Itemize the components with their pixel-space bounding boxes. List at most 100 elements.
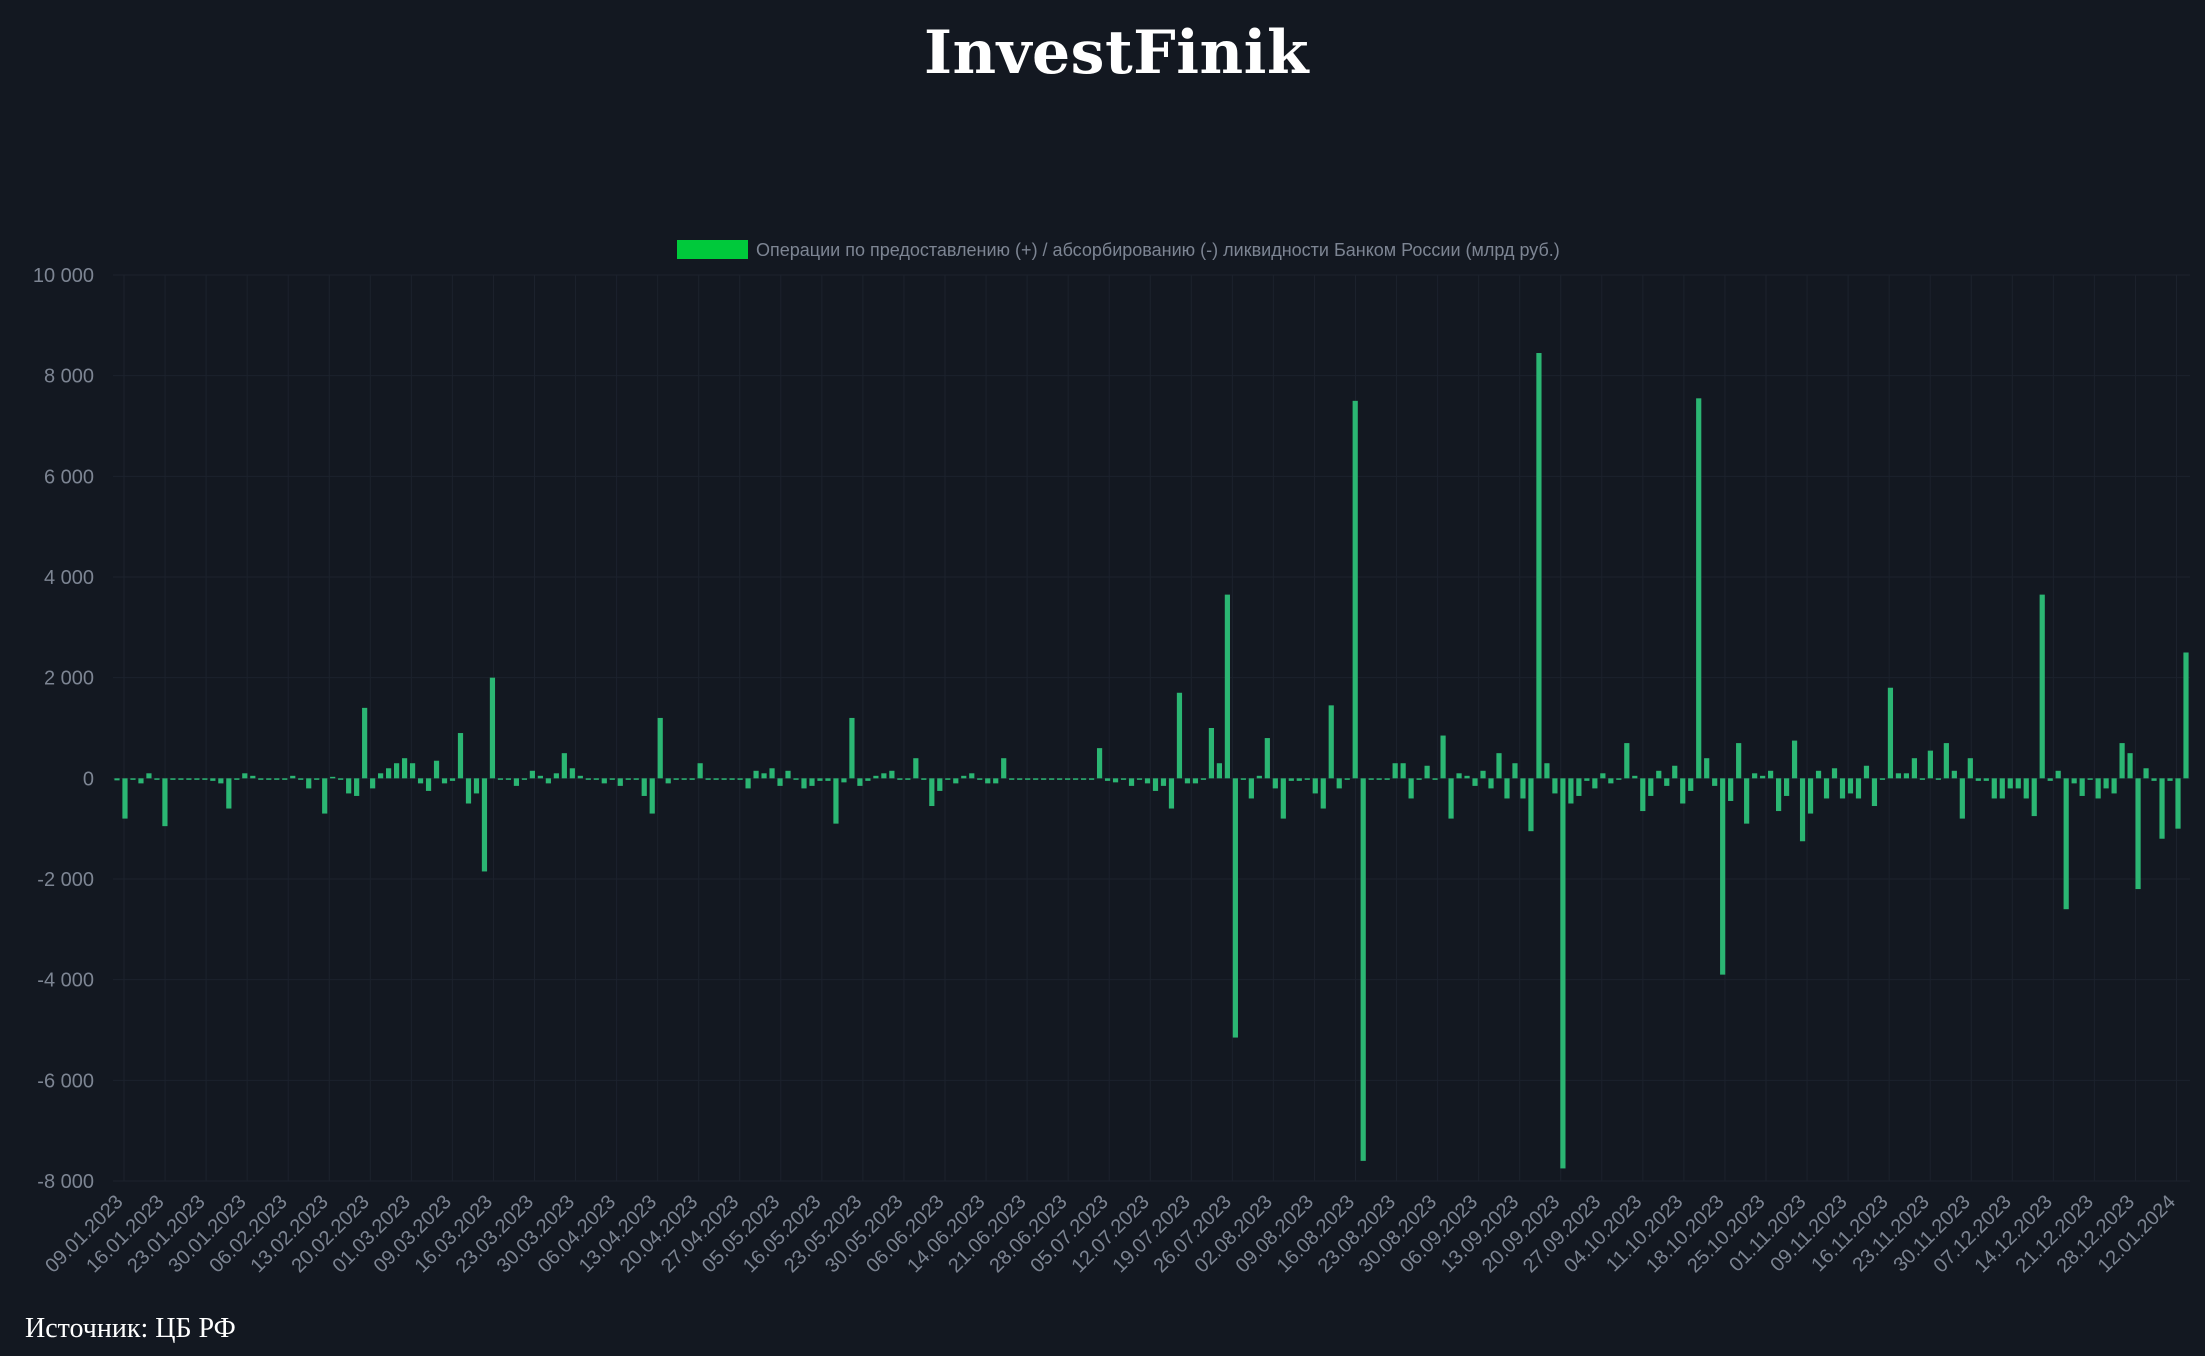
bar [865, 778, 871, 781]
bar [1280, 778, 1286, 819]
bar [1919, 778, 1925, 780]
bar [2183, 652, 2189, 779]
bar [2143, 768, 2149, 779]
bar [729, 778, 735, 780]
bar [146, 773, 152, 779]
source-note: Источник: ЦБ РФ [25, 1313, 236, 1344]
bar [489, 677, 496, 779]
bar [1783, 778, 1790, 796]
bar [2007, 778, 2013, 789]
bar [1408, 778, 1414, 799]
bar [1791, 740, 1798, 779]
bar [258, 778, 264, 780]
bar [1424, 765, 1430, 779]
bar [1001, 758, 1007, 779]
bar [1368, 778, 1374, 780]
bar [2063, 778, 2069, 910]
y-tick-label: -4 000 [37, 970, 94, 992]
bar [1352, 400, 1358, 779]
bar [1496, 753, 1502, 779]
bars [114, 353, 2189, 1169]
bar [1009, 778, 1015, 780]
bar [689, 778, 695, 780]
bar [170, 778, 176, 780]
bar [513, 778, 520, 786]
bar [202, 778, 208, 780]
bar [601, 778, 607, 784]
bar [1528, 778, 1534, 832]
bar [1288, 778, 1294, 781]
bar [1871, 778, 1878, 807]
bar [881, 773, 887, 779]
bar [921, 778, 927, 780]
bar [561, 753, 567, 779]
bar [977, 778, 983, 780]
bar [1120, 778, 1127, 780]
bar [761, 773, 767, 779]
bar [2167, 778, 2173, 781]
bar [2071, 778, 2077, 784]
bar [1240, 778, 1246, 780]
bar [593, 778, 599, 780]
bar [1049, 778, 1055, 780]
bar [314, 778, 320, 780]
bar [961, 775, 967, 779]
bar [1855, 778, 1862, 799]
bar [1360, 778, 1366, 1161]
bar [1680, 778, 1686, 804]
bar [1999, 778, 2005, 799]
bar [1624, 743, 1630, 779]
bar [1336, 778, 1342, 789]
bar [1640, 778, 1646, 812]
bar [721, 778, 727, 780]
bar [1456, 773, 1462, 779]
y-tick-label: -2 000 [37, 869, 94, 891]
bar [1168, 778, 1175, 809]
bar [1033, 778, 1039, 780]
bar [585, 778, 591, 780]
bar [905, 778, 911, 780]
bar [2087, 778, 2093, 780]
bar [745, 778, 751, 789]
bar [505, 778, 512, 780]
bar [577, 775, 583, 779]
bar [713, 778, 719, 780]
bar [1136, 778, 1143, 780]
bar [521, 778, 528, 780]
bar [913, 758, 919, 779]
legend-label: Операции по предоставлению (+) / абсорби… [756, 240, 1560, 260]
bar [529, 770, 535, 779]
bar [1400, 763, 1406, 779]
bar [673, 778, 679, 780]
bar [465, 778, 472, 804]
bar [1160, 778, 1167, 786]
bar [1480, 770, 1486, 779]
bar [841, 778, 847, 783]
bar [290, 775, 296, 779]
bar [425, 778, 432, 791]
bar [114, 778, 120, 781]
bar [1416, 778, 1422, 780]
bar [1927, 750, 1933, 779]
bar [417, 778, 424, 784]
bar [1272, 778, 1278, 789]
y-tick-label: -8 000 [37, 1171, 94, 1193]
bar [1911, 758, 1917, 779]
bar [1951, 770, 1957, 779]
bar [1576, 778, 1582, 796]
bar [937, 778, 943, 791]
bar [1520, 778, 1526, 799]
legend[interactable]: Операции по предоставлению (+) / абсорби… [677, 240, 1560, 260]
bar [322, 778, 328, 814]
bar [625, 778, 631, 780]
bar [1504, 778, 1510, 799]
bar [1057, 778, 1063, 780]
bar [1688, 778, 1694, 791]
bar [1384, 778, 1390, 780]
bar [769, 768, 775, 779]
bar [809, 778, 815, 786]
bar [2159, 778, 2165, 839]
bar [889, 770, 895, 779]
bar [457, 733, 464, 779]
bar [1096, 748, 1103, 779]
